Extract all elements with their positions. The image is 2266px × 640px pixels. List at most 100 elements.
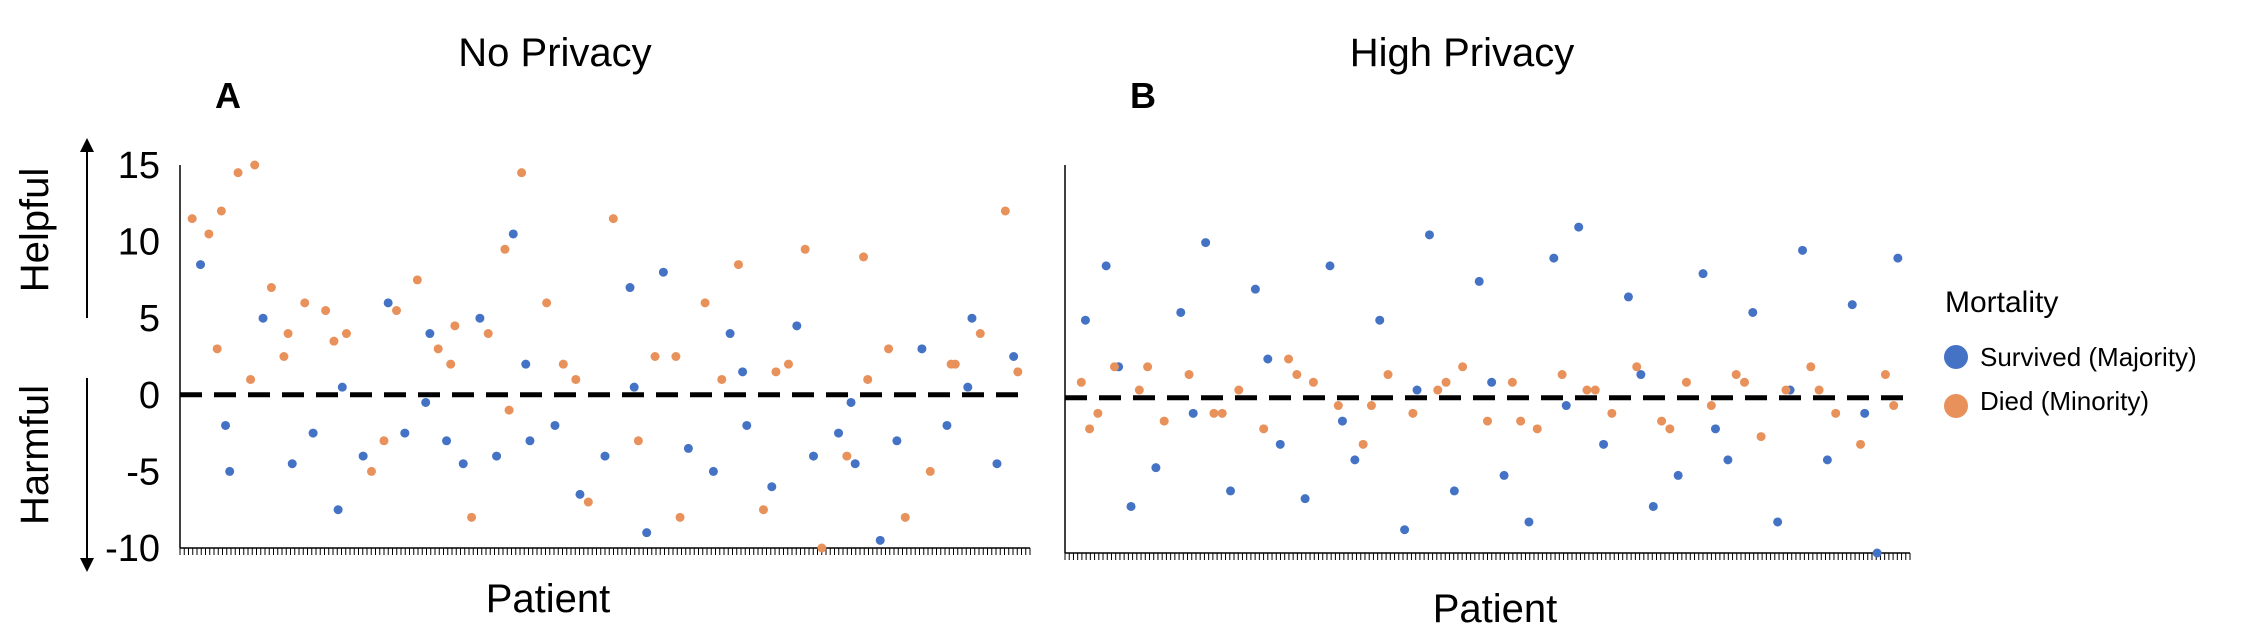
panel-a-point-survived bbox=[875, 535, 885, 545]
panel-a-point-survived bbox=[792, 321, 802, 331]
panel-a-point-survived bbox=[475, 313, 485, 323]
panel-a-point-survived bbox=[225, 466, 235, 476]
panel-a-point-survived bbox=[575, 489, 585, 499]
panel-b-point-survived bbox=[1412, 385, 1422, 395]
panel-b-point-died bbox=[1590, 385, 1600, 395]
harmful-label: Harmful bbox=[13, 385, 57, 525]
panel-a-point-died bbox=[633, 436, 643, 446]
panel-b-point-survived bbox=[1698, 269, 1708, 279]
panel-a-y-tick-label: 15 bbox=[118, 145, 160, 187]
panel-b-point-survived bbox=[1524, 517, 1534, 527]
panel-b-point-survived bbox=[1188, 408, 1198, 418]
panel-a-point-died bbox=[1013, 367, 1023, 377]
panel-a-point-survived bbox=[967, 313, 977, 323]
panel-a-point-died bbox=[483, 329, 493, 339]
panel-b-point-died bbox=[1292, 370, 1302, 380]
panel-a-point-died bbox=[467, 512, 477, 522]
panel-a-point-survived bbox=[287, 459, 297, 469]
panel-a-point-died bbox=[925, 466, 935, 476]
panel-b-point-survived bbox=[1748, 307, 1758, 317]
legend-title: Mortality bbox=[1945, 286, 2058, 319]
legend: Mortality Survived (Majority) Died (Mino… bbox=[1944, 286, 2197, 418]
panel-a-point-survived bbox=[337, 382, 347, 392]
panel-a-point-survived bbox=[508, 229, 518, 239]
panel-a-point-died bbox=[321, 306, 331, 316]
panel-b-point-died bbox=[1516, 416, 1526, 426]
panel-a-point-survived bbox=[942, 420, 952, 430]
panel-b-point-survived bbox=[1636, 370, 1646, 380]
panel-a-point-survived bbox=[1009, 352, 1019, 361]
panel-a-point-survived bbox=[992, 459, 1002, 469]
panel-b-letter: B bbox=[1130, 75, 1156, 116]
panel-b-point-survived bbox=[1337, 416, 1347, 426]
panel-b-point-survived bbox=[1798, 245, 1808, 255]
panel-b-point-died bbox=[1814, 385, 1824, 395]
panel-a-point-died bbox=[433, 344, 443, 354]
panel-b-point-survived bbox=[1226, 486, 1236, 496]
panel-b-point-died bbox=[1134, 385, 1144, 395]
panel-b-point-survived bbox=[1487, 377, 1497, 387]
panel-b-point-died bbox=[1607, 408, 1617, 418]
panel-b-point-survived bbox=[1648, 501, 1658, 511]
panel-b-point-survived bbox=[1126, 501, 1136, 511]
panel-a-point-died bbox=[900, 512, 910, 522]
panel-a-point-died bbox=[571, 374, 581, 384]
panel-a-point-survived bbox=[892, 436, 902, 446]
panel-a-y-tick-label: 10 bbox=[118, 222, 160, 264]
panel-b-point-died bbox=[1308, 377, 1318, 387]
panel-a-point-survived bbox=[196, 260, 206, 270]
panel-a-title: No Privacy bbox=[458, 31, 651, 75]
helpful-label: Helpful bbox=[13, 168, 57, 293]
panel-b-point-survived bbox=[1499, 470, 1509, 480]
panel-a-point-died bbox=[558, 359, 568, 369]
panel-a-point-died bbox=[700, 298, 710, 308]
legend-marker-died bbox=[1944, 394, 1968, 418]
panel-b-point-died bbox=[1831, 408, 1841, 418]
panel-b-point-died bbox=[1739, 377, 1749, 387]
panel-a-y-tick-label: -10 bbox=[105, 528, 160, 570]
panel-b-point-died bbox=[1731, 370, 1741, 380]
legend-label-died: Died (Minority) bbox=[1980, 386, 2149, 416]
panel-a-y-tick-label: -5 bbox=[126, 451, 160, 493]
panel-a-point-died bbox=[279, 352, 289, 361]
panel-b-point-died bbox=[1259, 424, 1269, 434]
panel-b-point-died bbox=[1093, 408, 1103, 418]
panel-b-point-survived bbox=[1893, 253, 1903, 263]
panel-a-point-survived bbox=[834, 428, 844, 438]
panel-b-point-survived bbox=[1847, 300, 1857, 310]
panel-a-point-died bbox=[450, 321, 460, 331]
panel-b-point-survived bbox=[1574, 222, 1584, 232]
panel-a-point-died bbox=[758, 505, 768, 515]
panel-b-point-died bbox=[1217, 408, 1227, 418]
panel-b-point-survived bbox=[1474, 276, 1484, 286]
panel-a-point-survived bbox=[525, 436, 535, 446]
down-arrow-icon bbox=[80, 558, 94, 572]
panel-b-point-died bbox=[1632, 362, 1642, 372]
panel-b-point-died bbox=[1507, 377, 1517, 387]
panel-b-point-survived bbox=[1080, 315, 1090, 325]
panel-a: No Privacy A 15 10 5 0 -5 -10 Patient bbox=[105, 31, 1031, 621]
panel-b-point-died bbox=[1143, 362, 1153, 372]
panel-a-point-survived bbox=[642, 528, 652, 538]
panel-a-point-survived bbox=[917, 344, 927, 354]
panel-a-point-died bbox=[204, 229, 214, 239]
panel-b-point-survived bbox=[1275, 439, 1285, 449]
panel-a-point-survived bbox=[400, 428, 410, 438]
panel-a-point-survived bbox=[738, 367, 748, 377]
panel-a-point-died bbox=[608, 214, 618, 224]
panel-b-point-died bbox=[1284, 354, 1294, 364]
panel-b-point-died bbox=[1109, 362, 1119, 372]
panel-b-point-survived bbox=[1300, 494, 1310, 504]
panel-a-point-survived bbox=[442, 436, 452, 446]
panel-a-point-survived bbox=[683, 443, 693, 453]
panel-b-point-died bbox=[1880, 370, 1890, 380]
panel-b: High Privacy B Patient bbox=[1064, 31, 1911, 631]
panel-a-point-died bbox=[771, 367, 781, 377]
panel-a-point-survived bbox=[425, 329, 435, 339]
panel-b-point-survived bbox=[1561, 401, 1571, 411]
panel-a-point-died bbox=[216, 206, 226, 216]
panel-a-point-survived bbox=[850, 459, 860, 469]
panel-a-point-died bbox=[733, 260, 743, 270]
panel-b-point-died bbox=[1159, 416, 1169, 426]
